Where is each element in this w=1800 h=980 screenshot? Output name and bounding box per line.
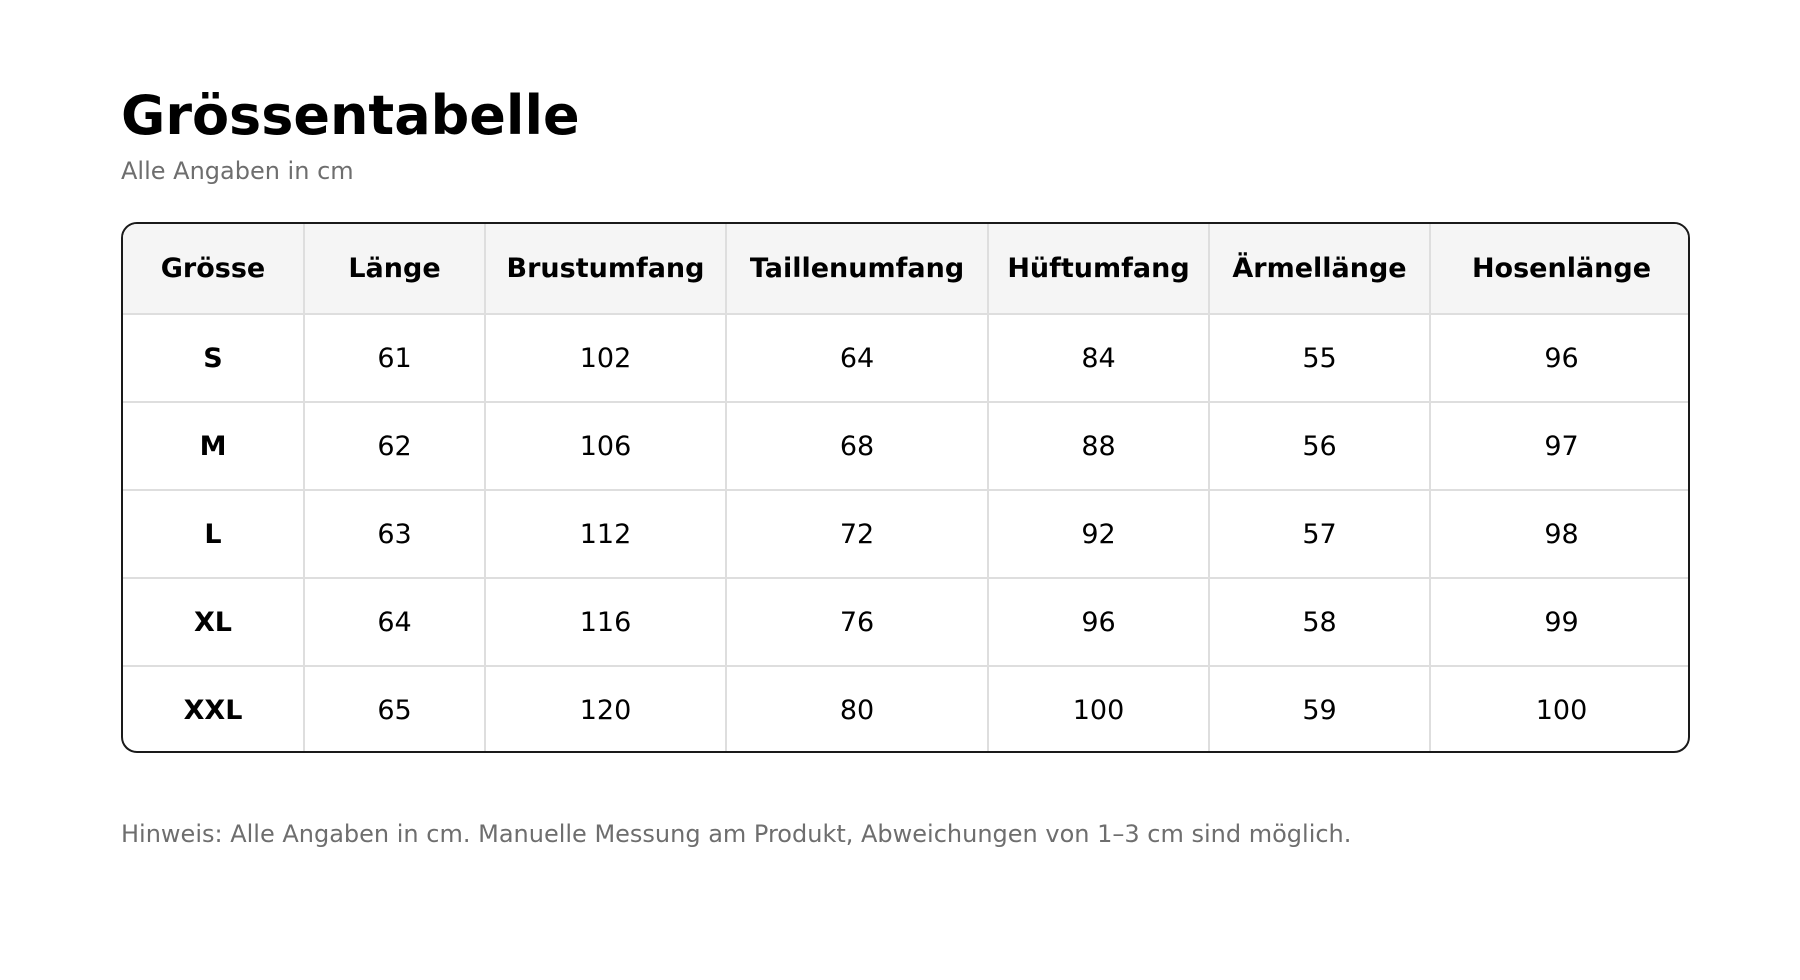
- footnote: Hinweis: Alle Angaben in cm. Manuelle Me…: [121, 820, 1352, 848]
- table-header-row: Grösse Länge Brustumfang Taillenumfang H…: [123, 224, 1688, 315]
- table-cell: 97: [1430, 402, 1688, 491]
- column-header-waist: Taillenumfang: [726, 224, 989, 315]
- table-cell: 96: [1430, 314, 1688, 403]
- page-subtitle: Alle Angaben in cm: [121, 157, 354, 185]
- column-header-hip: Hüftumfang: [988, 224, 1210, 315]
- table-row: XL 64 116 76 96 58 99: [123, 578, 1688, 667]
- table-cell: 64: [726, 314, 989, 403]
- table-cell: 96: [988, 578, 1210, 667]
- table-cell: 58: [1209, 578, 1431, 667]
- table-cell: 100: [988, 666, 1210, 751]
- table-row: S 61 102 64 84 55 96: [123, 314, 1688, 403]
- table-cell: 64: [304, 578, 486, 667]
- size-cell: M: [123, 402, 305, 491]
- table-cell: 62: [304, 402, 486, 491]
- table-cell: 65: [304, 666, 486, 751]
- column-header-pants-length: Hosenlänge: [1430, 224, 1688, 315]
- size-cell: XL: [123, 578, 305, 667]
- table-cell: 100: [1535, 695, 1588, 726]
- table-cell: 84: [988, 314, 1210, 403]
- table-cell: 106: [485, 402, 727, 491]
- size-table: Grösse Länge Brustumfang Taillenumfang H…: [123, 224, 1688, 751]
- table-cell: 80: [726, 666, 989, 751]
- table-row: XXL 65 120 80 100 59 100: [123, 666, 1688, 751]
- table-cell: 102: [485, 314, 727, 403]
- table-cell: 99: [1430, 578, 1688, 667]
- column-header-size: Grösse: [123, 224, 305, 315]
- table-cell: 68: [726, 402, 989, 491]
- table-cell: 55: [1209, 314, 1431, 403]
- size-cell: L: [123, 490, 305, 579]
- page-title: Grössentabelle: [121, 84, 580, 147]
- table-cell: 57: [1209, 490, 1431, 579]
- table-cell: 88: [988, 402, 1210, 491]
- table-cell: 56: [1209, 402, 1431, 491]
- table-cell: 72: [726, 490, 989, 579]
- table-cell: 59: [1209, 666, 1431, 751]
- column-header-length: Länge: [304, 224, 486, 315]
- table-row: M 62 106 68 88 56 97: [123, 402, 1688, 491]
- table-cell: 98: [1430, 490, 1688, 579]
- table-row: L 63 112 72 92 57 98: [123, 490, 1688, 579]
- table-cell: 116: [485, 578, 727, 667]
- column-header-chest: Brustumfang: [485, 224, 727, 315]
- column-header-sleeve: Ärmellänge: [1209, 224, 1431, 315]
- size-cell: S: [123, 314, 305, 403]
- size-table-container: Grösse Länge Brustumfang Taillenumfang H…: [121, 222, 1690, 753]
- table-cell: 92: [988, 490, 1210, 579]
- size-cell: XXL: [123, 666, 305, 751]
- table-cell: 112: [485, 490, 727, 579]
- table-cell: 63: [304, 490, 486, 579]
- table-cell: 61: [304, 314, 486, 403]
- table-cell: 76: [726, 578, 989, 667]
- table-cell: 120: [485, 666, 727, 751]
